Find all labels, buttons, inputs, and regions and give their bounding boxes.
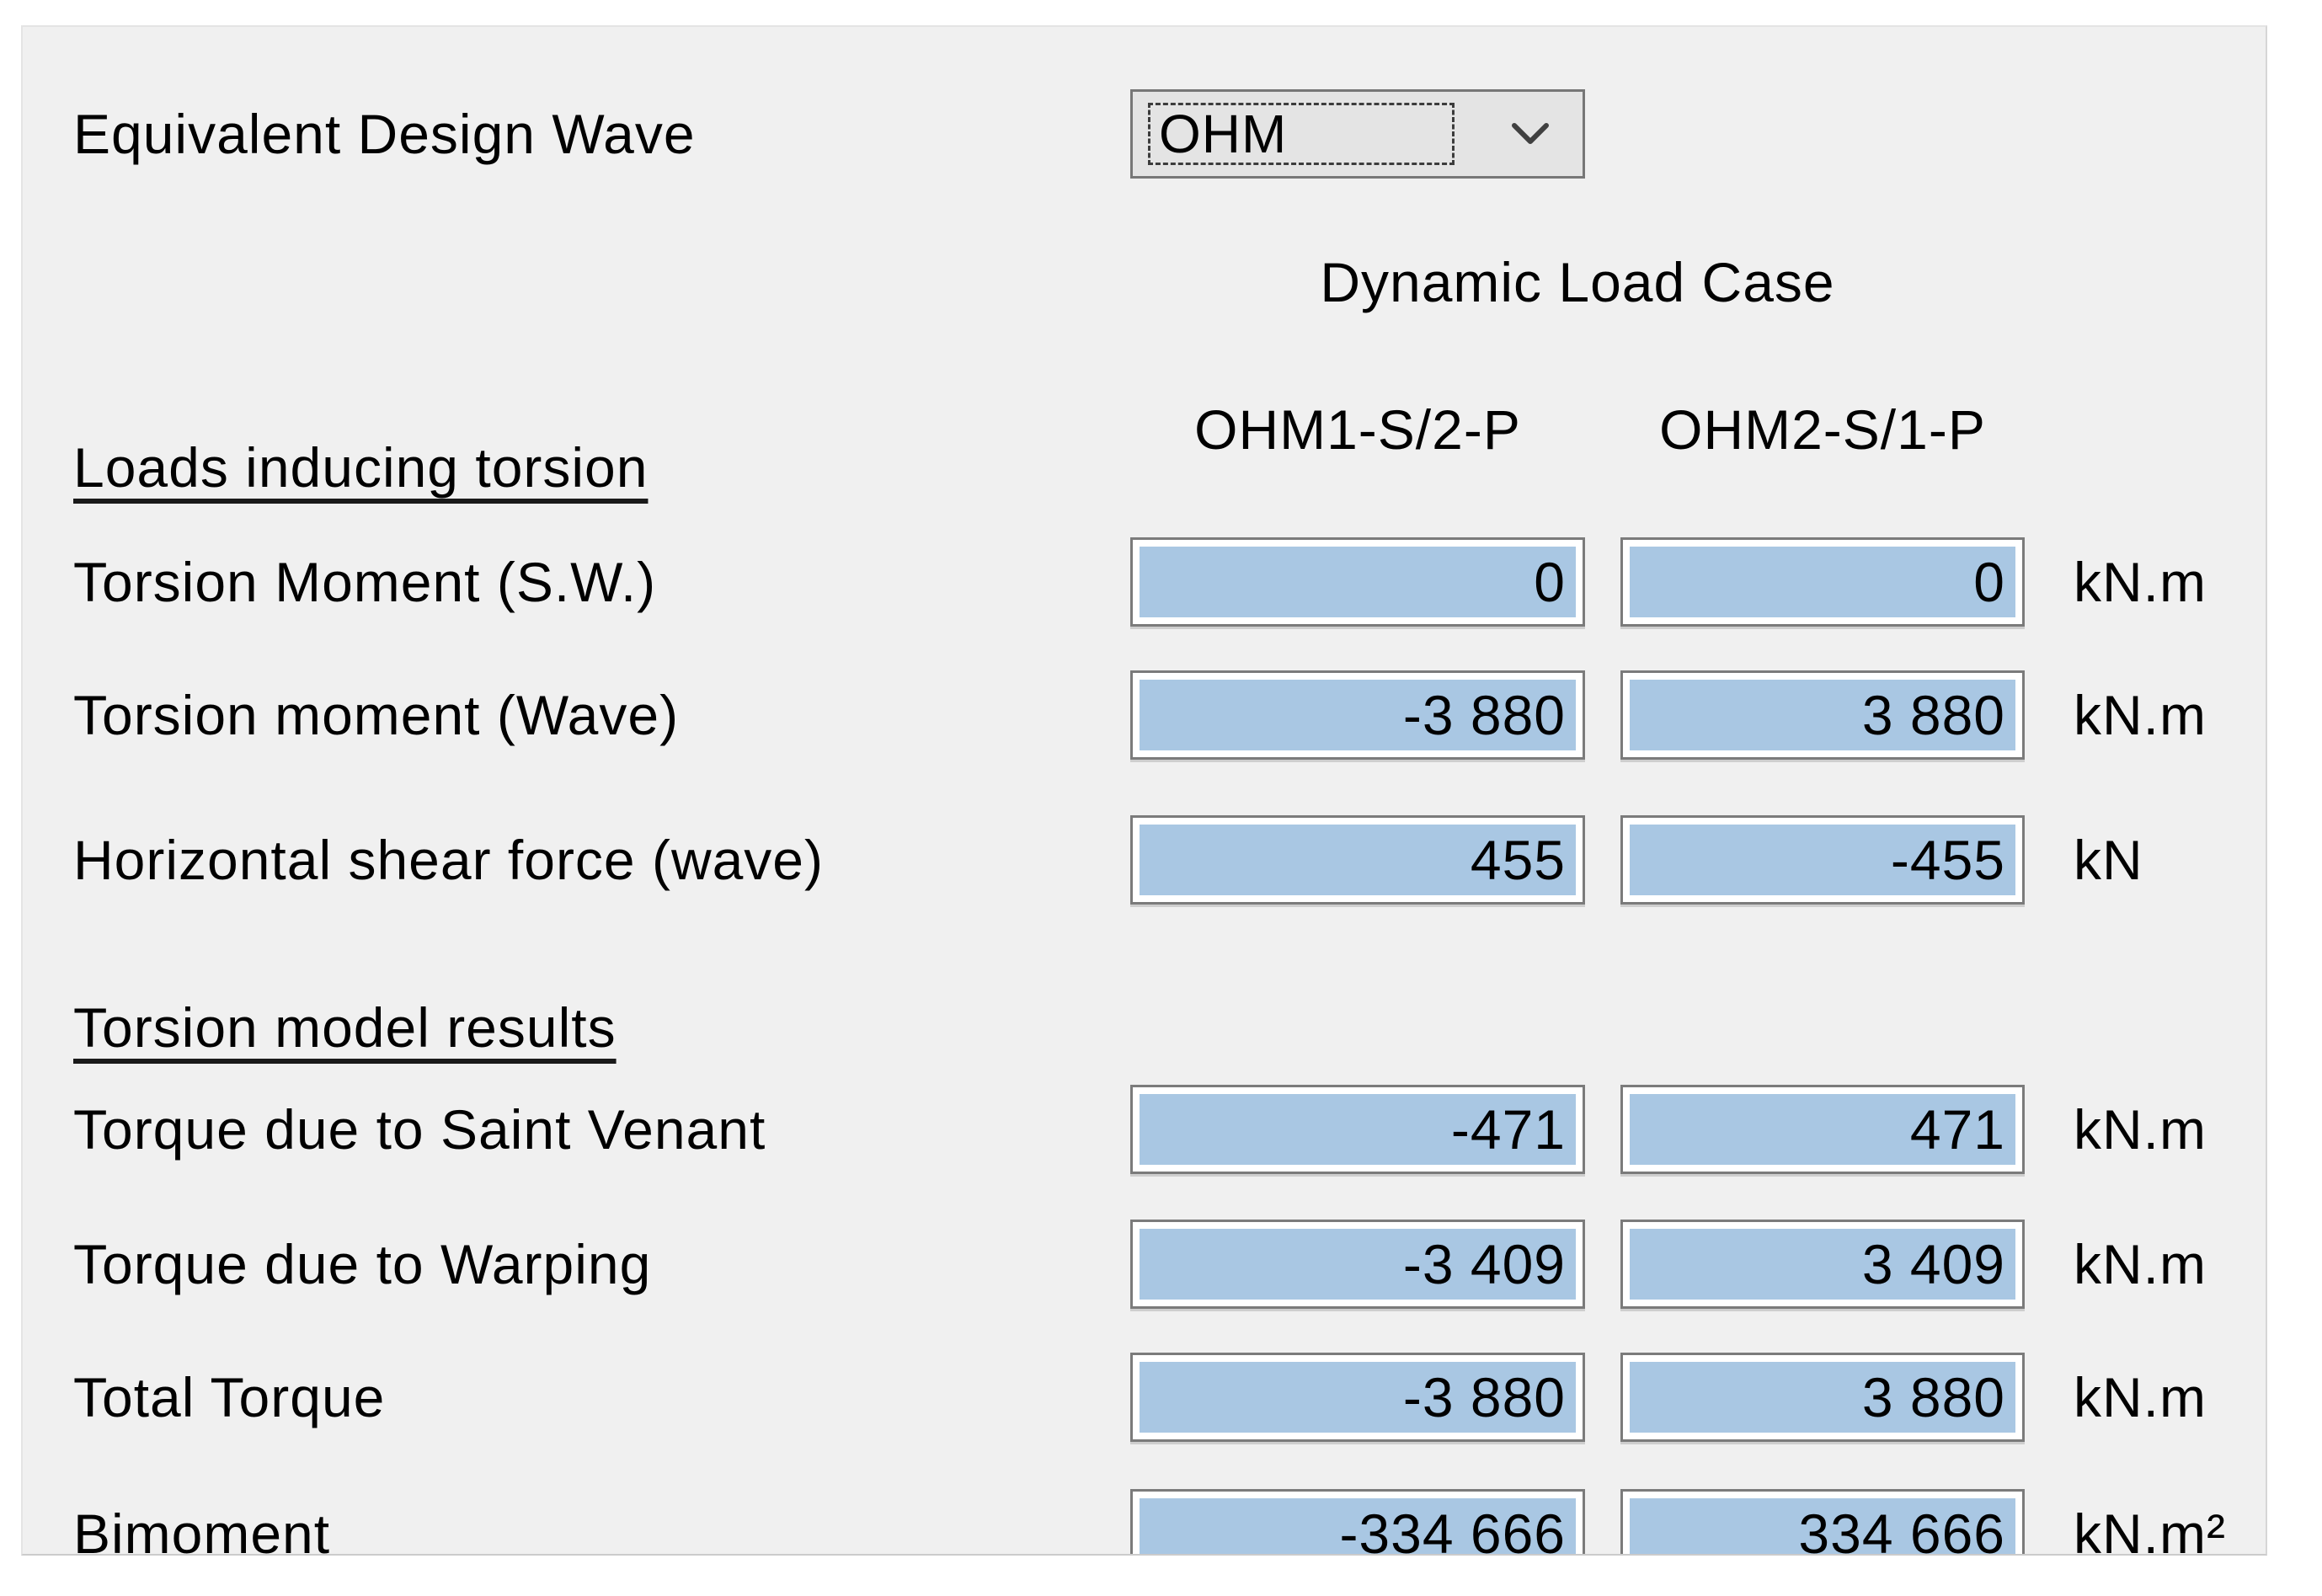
field-value: -471 [1140,1094,1576,1165]
table-row: Torsion Moment (S.W.) 0 0 kN.m [73,537,2266,627]
value-field-col1[interactable]: 0 [1130,537,1585,627]
edw-row: Equivalent Design Wave OHM [73,89,2266,179]
field-value: -334 666 [1140,1498,1576,1554]
edw-combobox[interactable]: OHM [1130,89,1585,179]
table-row: Torsion moment (Wave) -3 880 3 880 kN.m [73,670,2266,760]
value-field-col1[interactable]: -3 409 [1130,1220,1585,1309]
section-title-torsion-model-results: Torsion model results [73,996,617,1059]
unit-label: kN.m [2074,551,2207,613]
value-field-col2[interactable]: 471 [1620,1085,2025,1174]
value-field-col2[interactable]: 334 666 [1620,1489,2025,1554]
dynamic-load-case-row: Dynamic Load Case [73,250,2266,314]
row-label: Torsion moment (Wave) [73,684,680,746]
field-value: -3 880 [1140,1362,1576,1433]
column-headers-row: Loads inducing torsion OHM1-S/2-P OHM2-S… [73,398,2266,499]
value-field-col2[interactable]: 3 880 [1620,670,2025,760]
value-field-col2[interactable]: 3 409 [1620,1220,2025,1309]
unit-label: kN.m [2074,1098,2207,1161]
value-field-col1[interactable]: 455 [1130,815,1585,905]
value-field-col2[interactable]: 3 880 [1620,1353,2025,1442]
unit-label: kN.m [2074,1233,2207,1295]
section-title-loads-inducing-torsion: Loads inducing torsion [73,436,649,499]
value-field-col2[interactable]: -455 [1620,815,2025,905]
table-row: Bimoment -334 666 334 666 kN.m² [73,1489,2266,1556]
field-value: 334 666 [1630,1498,2015,1554]
torsion-results-panel: Equivalent Design Wave OHM Dynamic Load … [21,25,2267,1556]
field-value: 3 880 [1630,1362,2015,1433]
unit-label: kN.m² [2074,1503,2226,1556]
row-label: Total Torque [73,1366,386,1428]
field-value: 0 [1140,547,1576,617]
row-label: Horizontal shear force (wave) [73,829,824,891]
value-field-col1[interactable]: -334 666 [1130,1489,1585,1554]
table-row: Horizontal shear force (wave) 455 -455 k… [73,815,2266,905]
field-value: 0 [1630,547,2015,617]
table-row: Torque due to Warping -3 409 3 409 kN.m [73,1220,2266,1309]
row-label: Bimoment [73,1503,331,1556]
table-row: Torque due to Saint Venant -471 471 kN.m [73,1085,2266,1174]
field-value: 471 [1630,1094,2015,1165]
edw-combobox-selected-value[interactable]: OHM [1148,103,1455,165]
chevron-down-icon[interactable] [1510,121,1551,147]
edw-label: Equivalent Design Wave [73,103,696,165]
field-value: 3 409 [1630,1229,2015,1300]
row-label: Torque due to Warping [73,1233,652,1295]
unit-label: kN.m [2074,684,2207,746]
field-value: -3 880 [1140,680,1576,750]
row-label: Torque due to Saint Venant [73,1098,766,1161]
table-row: Total Torque -3 880 3 880 kN.m [73,1353,2266,1442]
column-header-ohm2: OHM2-S/1-P [1659,398,1986,461]
field-value: 455 [1140,825,1576,895]
column-header-ohm1: OHM1-S/2-P [1194,398,1521,461]
section-header-row: Torsion model results [73,995,2266,1060]
unit-label: kN.m [2074,1366,2207,1428]
value-field-col1[interactable]: -471 [1130,1085,1585,1174]
value-field-col2[interactable]: 0 [1620,537,2025,627]
value-field-col1[interactable]: -3 880 [1130,1353,1585,1442]
field-value: 3 880 [1630,680,2015,750]
field-value: -3 409 [1140,1229,1576,1300]
field-value: -455 [1630,825,2015,895]
row-label: Torsion Moment (S.W.) [73,551,657,613]
value-field-col1[interactable]: -3 880 [1130,670,1585,760]
unit-label: kN [2074,829,2143,891]
dynamic-load-case-header: Dynamic Load Case [1320,251,1835,313]
